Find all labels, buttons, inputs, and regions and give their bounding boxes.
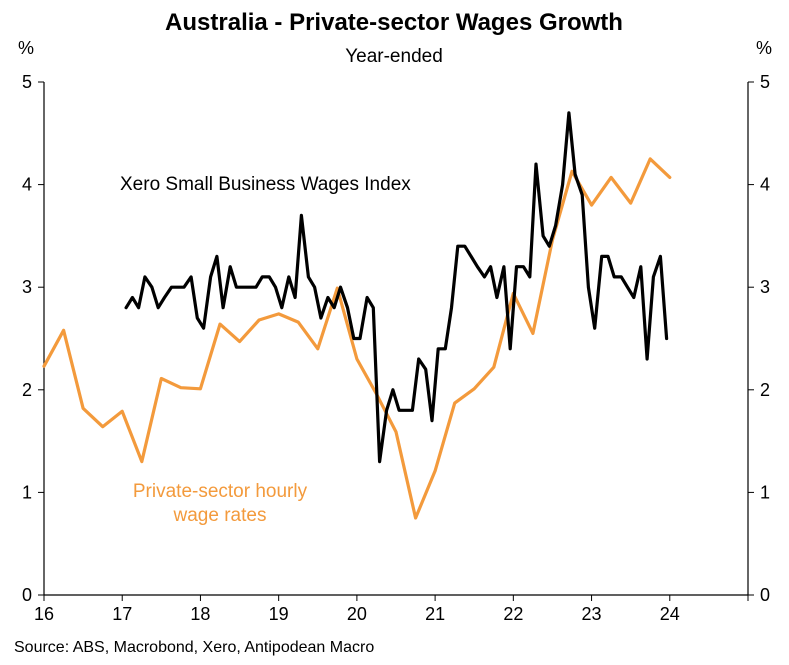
right-y-tick-label: 0 (760, 585, 770, 605)
x-tick-label: 24 (660, 604, 680, 624)
left-y-tick-label: 0 (22, 585, 32, 605)
left-y-axis: 0 1 2 3 4 5 (22, 72, 45, 605)
private-series-label-line1: Private-sector hourly (133, 481, 308, 502)
private-series-label-line2: wage rates (173, 505, 267, 526)
x-axis: 16 17 18 19 20 21 22 23 24 (34, 594, 749, 624)
xero-series-label: Xero Small Business Wages Index (120, 174, 411, 195)
x-tick-label: 16 (34, 604, 54, 624)
x-tick-label: 18 (190, 604, 210, 624)
x-tick-label: 20 (347, 604, 367, 624)
chart-subtitle: Year-ended (345, 46, 443, 67)
right-y-tick-label: 1 (760, 482, 770, 502)
right-y-tick-label: 4 (760, 175, 770, 195)
source-note: Source: ABS, Macrobond, Xero, Antipodean… (14, 639, 374, 656)
left-axis-unit: % (18, 38, 34, 58)
x-tick-label: 21 (425, 604, 445, 624)
xero-series-line (124, 111, 669, 464)
left-y-tick-label: 4 (22, 175, 32, 195)
right-y-axis: 0 1 2 3 4 5 (747, 72, 770, 605)
left-y-tick-label: 2 (22, 380, 32, 400)
left-y-tick-label: 3 (22, 277, 32, 297)
x-tick-label: 17 (112, 604, 132, 624)
left-y-tick-label: 1 (22, 482, 32, 502)
series-layer (42, 111, 672, 520)
right-y-tick-label: 5 (760, 72, 770, 92)
left-y-tick-label: 5 (22, 72, 32, 92)
chart-title: Australia - Private-sector Wages Growth (165, 9, 623, 36)
right-y-tick-label: 2 (760, 380, 770, 400)
private-series-line (42, 157, 672, 520)
x-tick-label: 23 (582, 604, 602, 624)
x-tick-label: 22 (503, 604, 523, 624)
right-axis-unit: % (756, 38, 772, 58)
x-tick-label: 19 (269, 604, 289, 624)
right-y-tick-label: 3 (760, 277, 770, 297)
